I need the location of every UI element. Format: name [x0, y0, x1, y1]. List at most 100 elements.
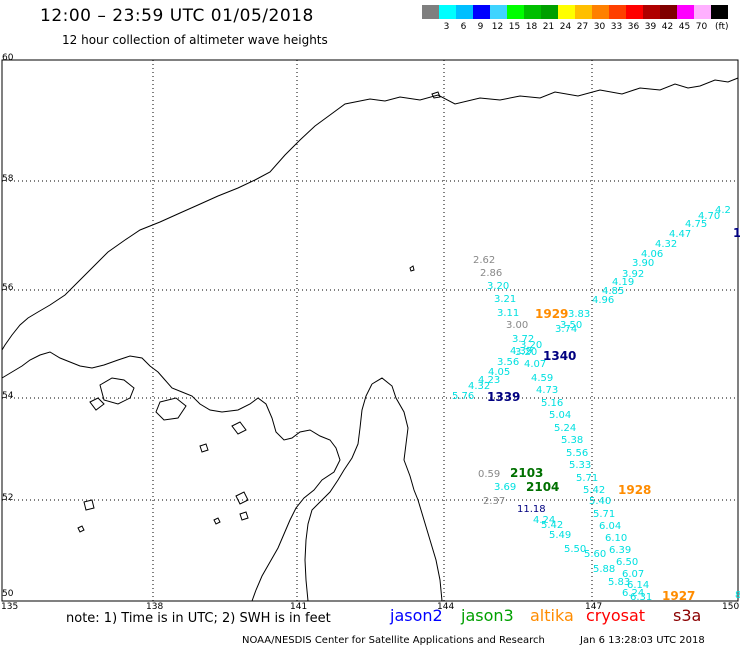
colorbar-label: 21: [542, 22, 555, 32]
sakhalin-island: [304, 377, 443, 602]
colorbar-label: 27: [576, 22, 589, 32]
lon-label: 150: [722, 602, 740, 612]
colorbar-unit: (ft): [715, 22, 729, 32]
shantar-islands: [77, 91, 441, 533]
colorbar-swatch: [643, 5, 660, 19]
s3a-track-label: 5.71: [593, 509, 616, 520]
jason2-track-label: 1339: [487, 390, 521, 404]
s3a-track-label: 6.07: [622, 569, 645, 580]
s3a-track-label: 3.72: [512, 334, 535, 345]
s3a-track-label: 4.32: [468, 381, 491, 392]
credit-text: NOAA/NESDIS Center for Satellite Applica…: [242, 635, 545, 646]
s3a-track-label: 4.96: [592, 295, 615, 306]
s3a-track-label: 4.59: [531, 373, 554, 384]
colorbar-label: 6: [460, 22, 467, 32]
map-title: 12:00 – 23:59 UTC 01/05/2018: [40, 6, 314, 26]
graticule: [2, 60, 738, 601]
legend-cryosat: cryosat: [586, 606, 646, 625]
altika-track-label: 1928: [618, 483, 652, 497]
colorbar-swatch: [524, 5, 541, 19]
s3a-track-label: 3.20: [520, 340, 543, 351]
s3a-track-label: 5.33: [569, 460, 592, 471]
s3a-track-label: 6.50: [616, 557, 639, 568]
legend-jason2: jason2: [390, 606, 443, 625]
cryosat-track-label: 3.00: [506, 320, 529, 331]
s3a-track-label: 6.24: [622, 588, 645, 599]
s3a-track-label: 4.24: [533, 515, 556, 526]
colorbar-swatch: [422, 5, 439, 19]
s3a-track-label: 3.74: [555, 324, 578, 335]
colorbar-swatch: [439, 5, 456, 19]
s3a-track-label: 4.75: [685, 219, 708, 230]
colorbar-swatch: [507, 5, 524, 19]
s3a-track-label: 4.32: [655, 239, 678, 250]
colorbar-label: 42: [661, 22, 674, 32]
colorbar-label: 36: [627, 22, 640, 32]
colorbar-label: 24: [559, 22, 572, 32]
s3a-track-label: 6.14: [627, 580, 650, 591]
s3a-track-label: 5.40: [589, 496, 612, 507]
s3a-track-label: 5.60: [584, 549, 607, 560]
colorbar-swatch: [609, 5, 626, 19]
colorbar-label: 18: [525, 22, 538, 32]
map-subtitle: 12 hour collection of altimeter wave hei…: [62, 33, 328, 47]
colorbar-swatch: [626, 5, 643, 19]
lat-label: 56: [2, 283, 14, 293]
s3a-track-label: 4.2: [715, 205, 731, 216]
s3a-track-label: 4.05: [488, 367, 511, 378]
cryosat-track-label: 0.59: [478, 469, 501, 480]
s3a-track-label: 5.50: [564, 544, 587, 555]
s3a-track-label: 6.04: [599, 521, 622, 532]
s3a-track-label: 6.39: [609, 545, 632, 556]
s3a-track-label: 4.39: [510, 346, 533, 357]
colorbar-swatch: [541, 5, 558, 19]
colorbar-swatch: [677, 5, 694, 19]
s3a-track-label: 4.70: [698, 211, 721, 222]
jason3-track-label: 2103: [510, 466, 544, 480]
colorbar-swatch: [473, 5, 490, 19]
s3a-track-label: 5.16: [541, 398, 564, 409]
s3a-track-label: 5.04: [549, 410, 572, 421]
colorbar-swatch: [558, 5, 575, 19]
s3a-track-label: 3.11: [497, 308, 520, 319]
colorbar-swatch: [694, 5, 711, 19]
colorbar-label: 9: [477, 22, 484, 32]
lat-label: 60: [2, 53, 14, 63]
colorbar-label: 70: [695, 22, 708, 32]
lon-label: 135: [1, 602, 19, 612]
s3a-track-label: 5.71: [576, 473, 599, 484]
cryosat-track-label: 2.37: [483, 496, 506, 507]
plot-border: [1, 59, 739, 602]
jason2-track-label: 1340: [543, 349, 577, 363]
s3a-track-label: 5.24: [554, 423, 577, 434]
colorbar-label: 39: [644, 22, 657, 32]
colorbar-label: 30: [593, 22, 606, 32]
colorbar-label: 3: [443, 22, 450, 32]
s3a-track-label: 3.50: [560, 320, 583, 331]
s3a-track-label: 5.38: [561, 435, 584, 446]
s3a-track-label: 5.49: [549, 530, 572, 541]
s3a-track-label: 6.31: [630, 592, 653, 603]
coastline-north: [1, 77, 739, 351]
jason2-track-label: 1: [733, 226, 740, 240]
s3a-track-label: 5.76: [452, 391, 475, 402]
colorbar-swatch: [711, 5, 728, 19]
jason2-track-label: 11.18: [517, 504, 546, 515]
s3a-track-label: 3.90: [632, 258, 655, 269]
s3a-track-label: 3.20: [515, 347, 538, 358]
legend-s3a: s3a: [673, 606, 702, 625]
s3a-track-label: 5.88: [593, 564, 616, 575]
s3a-track-label: 3.21: [494, 294, 517, 305]
s3a-track-label: 6.10: [605, 533, 628, 544]
coastline-west: [1, 351, 341, 602]
lat-label: 50: [2, 589, 14, 599]
lat-label: 52: [2, 493, 14, 503]
s3a-track-label: 8: [735, 590, 740, 601]
s3a-track-label: 4.07: [524, 359, 547, 370]
s3a-track-label: 3.92: [622, 269, 645, 280]
colorbar-swatch: [490, 5, 507, 19]
lat-label: 58: [2, 174, 14, 184]
legend-jason3: jason3: [461, 606, 514, 625]
colorbar-swatch: [575, 5, 592, 19]
